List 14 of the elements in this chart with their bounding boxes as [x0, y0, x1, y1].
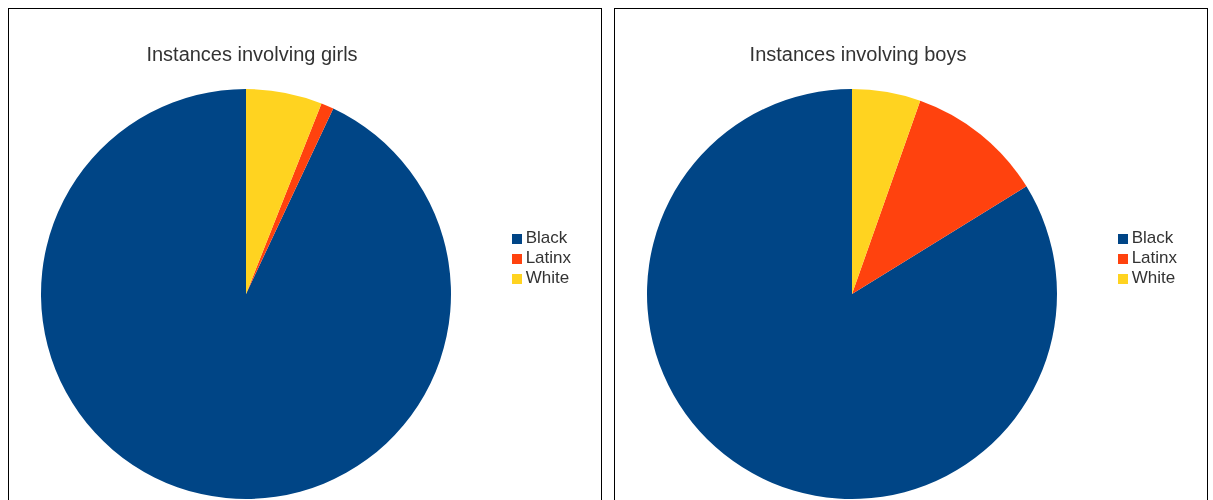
legend-label: Latinx — [525, 248, 571, 267]
pie-slice — [41, 89, 451, 499]
pie-slice — [852, 89, 921, 294]
legend-label: White — [525, 268, 570, 287]
legend-label: Black — [525, 228, 568, 247]
pie-slice — [647, 89, 1057, 499]
legend-label: White — [1131, 268, 1176, 287]
chart-title: Instances involving boys — [748, 43, 968, 66]
chart-title: Instances involving girls — [145, 43, 359, 66]
legend-label: Latinx — [1131, 248, 1177, 267]
pie-slice — [246, 103, 334, 294]
legend-label: Black — [1131, 228, 1174, 247]
pie-slice — [246, 89, 322, 294]
pie-slice — [852, 100, 1027, 294]
